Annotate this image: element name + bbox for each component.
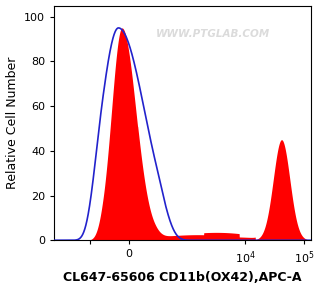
Text: WWW.PTGLAB.COM: WWW.PTGLAB.COM [156,29,270,39]
Y-axis label: Relative Cell Number: Relative Cell Number [5,57,19,189]
X-axis label: CL647-65606 CD11b(OX42),APC-A: CL647-65606 CD11b(OX42),APC-A [63,271,302,284]
